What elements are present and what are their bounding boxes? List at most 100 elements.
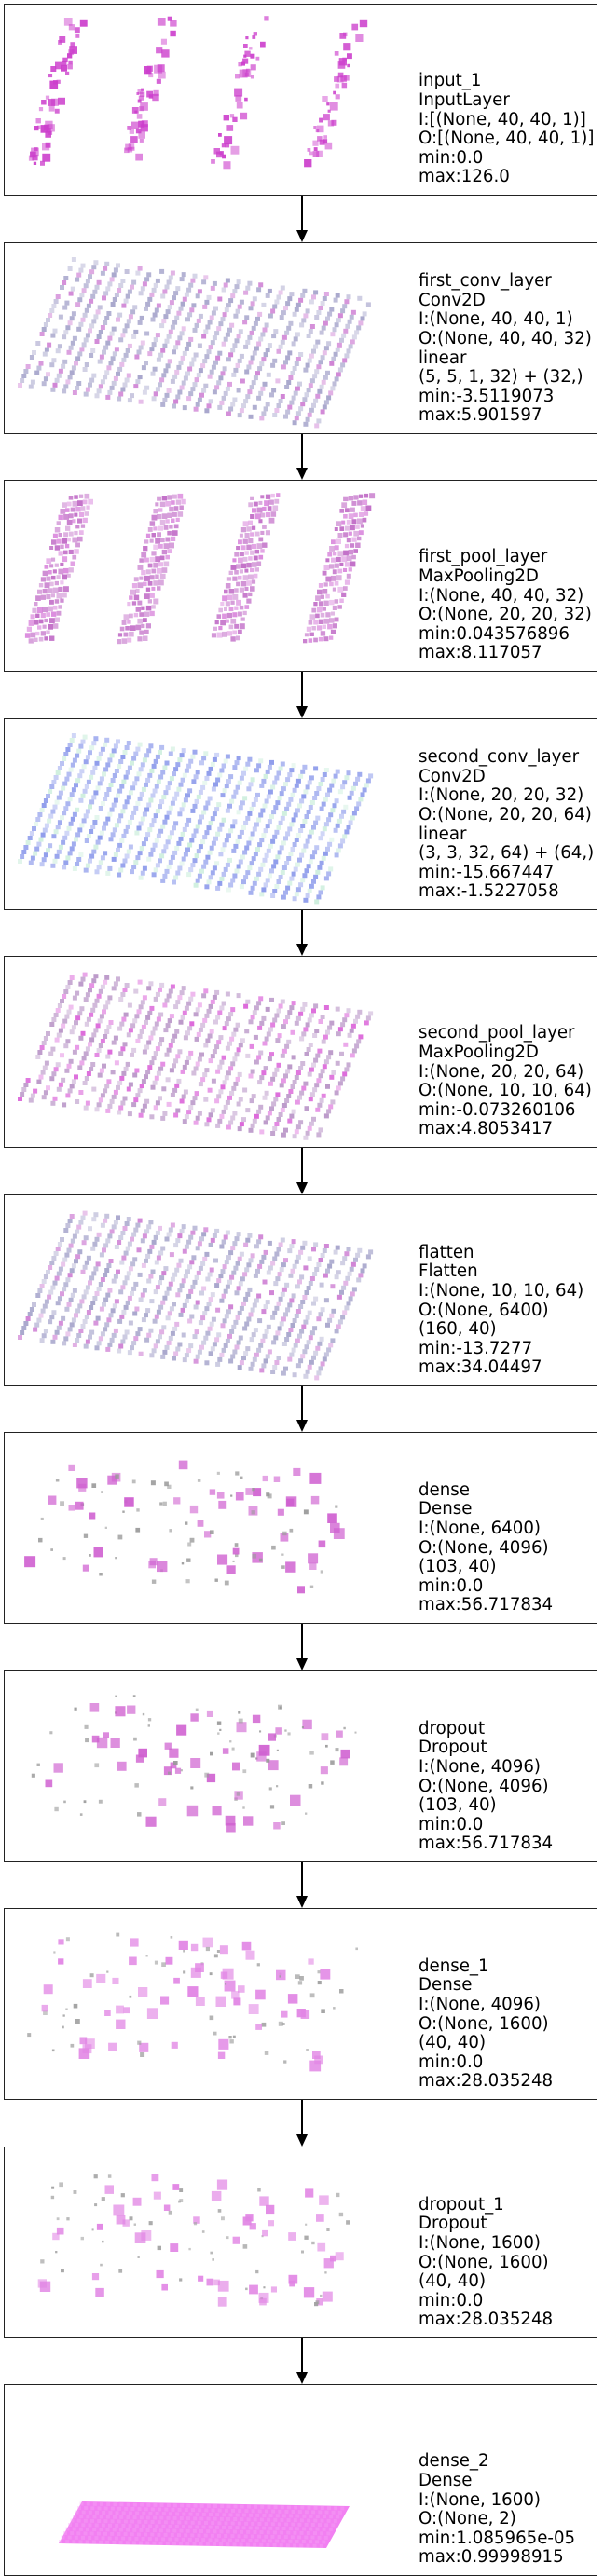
activation-cell [228, 1120, 234, 1125]
activation-cell [311, 825, 316, 830]
activation-cell [270, 1261, 276, 1266]
activation-cell [115, 2523, 119, 2528]
activation-cell [232, 819, 238, 825]
activation-cell [228, 1012, 234, 1017]
activation-cell [113, 1274, 118, 1279]
activation-cell [85, 2038, 95, 2049]
activation-cell [178, 306, 184, 311]
activation-cell [249, 806, 254, 811]
activation-cell [180, 1069, 185, 1074]
activation-cell [104, 737, 110, 743]
activation-cell [248, 782, 254, 787]
layer-detail: min:-0.073260106 [419, 1099, 576, 1120]
activation-cell [334, 527, 338, 531]
activation-cell [122, 1334, 128, 1340]
activation-cell [75, 2510, 79, 2515]
activation-cell [96, 2531, 101, 2536]
activation-cell [211, 786, 216, 792]
activation-cell [70, 507, 76, 512]
activation-cell [61, 785, 66, 791]
activation-cell [228, 2526, 233, 2529]
activation-cell [316, 364, 322, 370]
activation-cell [71, 787, 76, 793]
activation-cell [346, 2220, 350, 2225]
activation-cell [107, 1049, 113, 1055]
activation-cell [212, 756, 217, 762]
activation-cell [132, 2528, 137, 2532]
activation-cell [272, 1017, 278, 1023]
activation-cell [233, 1319, 239, 1325]
activation-cell [212, 335, 217, 341]
activation-cell [255, 56, 260, 61]
activation-cell [91, 741, 97, 746]
activation-cell [219, 876, 225, 881]
activation-cell [68, 291, 74, 296]
activation-cell [60, 509, 66, 514]
activation-cell [56, 610, 62, 616]
activation-cell [250, 1253, 255, 1259]
activation-cell [185, 317, 190, 322]
activation-cell [344, 1067, 350, 1072]
activation-cell [341, 333, 347, 338]
activation-cell [234, 1236, 240, 1242]
activation-cell [52, 533, 58, 538]
activation-cell [263, 2286, 266, 2289]
activation-cell [311, 1062, 316, 1068]
activation-cell [263, 882, 268, 888]
activation-cell [222, 154, 226, 159]
activation-cell [281, 2010, 288, 2018]
activation-cell [235, 1471, 240, 1476]
activation-cell [344, 299, 350, 305]
activation-cell [257, 2534, 262, 2539]
activation-cell [153, 391, 158, 397]
activation-cell [211, 364, 216, 370]
activation-cell [278, 766, 283, 771]
activation-cell [89, 853, 95, 859]
activation-cell [298, 297, 304, 303]
activation-cell [241, 403, 246, 409]
activation-cell [212, 1233, 217, 1238]
activation-cell [264, 16, 269, 21]
activation-cell [61, 2535, 65, 2540]
activation-cell [267, 764, 272, 770]
activation-cell [159, 1329, 165, 1335]
activation-cell [82, 1564, 89, 1572]
activation-cell [265, 402, 270, 407]
activation-cell [145, 1253, 151, 1259]
activation-cell [118, 1051, 124, 1056]
layer-detail: O:(None, 1600) [419, 2013, 549, 2034]
activation-cell [302, 288, 308, 293]
activation-cell [231, 1270, 237, 1275]
activation-cell [321, 2009, 325, 2013]
activation-cell [110, 832, 116, 838]
activation-cell [196, 794, 201, 799]
activation-cell [276, 1117, 281, 1122]
activation-cell [83, 997, 89, 1002]
activation-cell [201, 388, 207, 393]
activation-cell [126, 849, 131, 854]
activation-cell [213, 782, 218, 787]
activation-cell [169, 1529, 172, 1533]
layer-detail: O:(None, 10, 10, 64) [419, 1081, 592, 1101]
activation-cell [226, 577, 232, 581]
activation-cell [241, 2526, 246, 2530]
activation-cell [104, 1322, 110, 1328]
activation-cell [119, 1260, 125, 1265]
activation-cell [283, 1258, 288, 1263]
activation-cell [92, 820, 98, 825]
activation-cell [259, 2517, 264, 2522]
activation-cell [290, 847, 295, 852]
activation-cell [271, 1340, 277, 1345]
activation-cell [148, 852, 154, 857]
activation-cell [82, 1210, 88, 1216]
activation-cell [72, 519, 76, 524]
activation-cell [110, 2531, 115, 2536]
activation-cell [159, 377, 165, 383]
activation-cell [147, 599, 152, 604]
activation-cell [237, 1256, 242, 1261]
activation-cell [123, 2532, 128, 2537]
flow-arrow [296, 196, 308, 242]
activation-cell [280, 2505, 284, 2510]
activation-cell [264, 322, 269, 328]
activation-cell [335, 2252, 344, 2261]
